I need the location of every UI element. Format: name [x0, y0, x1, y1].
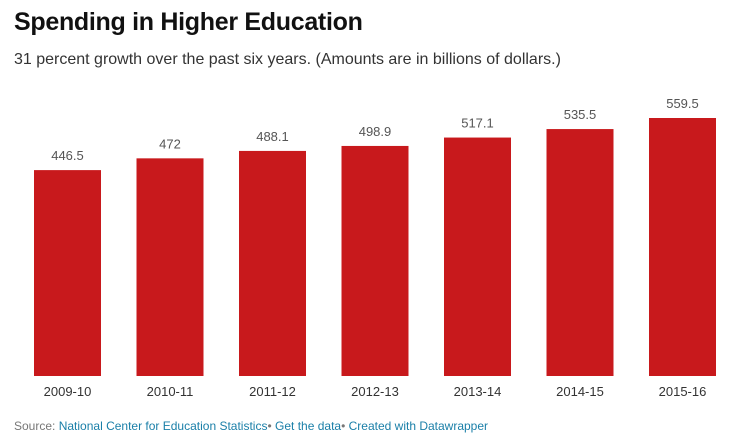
chart-title: Spending in Higher Education: [14, 8, 363, 36]
value-label: 559.5: [666, 96, 699, 111]
footer-separator: •: [267, 419, 272, 433]
x-tick-label: 2011-12: [249, 384, 296, 399]
x-tick-label: 2009-10: [44, 384, 92, 399]
value-label: 488.1: [256, 129, 289, 144]
bar-2015-16: [649, 118, 716, 376]
value-label: 535.5: [564, 107, 597, 122]
bar-2009-10: [34, 170, 101, 376]
datawrapper-link[interactable]: Created with Datawrapper: [348, 419, 489, 433]
source-link[interactable]: National Center for Education Statistics: [58, 419, 268, 433]
chart-footer: Source: National Center for Education St…: [14, 419, 488, 433]
bar-2012-13: [341, 145, 409, 376]
value-label: 498.9: [359, 124, 392, 139]
get-data-link[interactable]: Get the data: [275, 419, 342, 433]
bar-2011-12: [239, 150, 306, 376]
bar-2010-11: [136, 158, 204, 376]
bar-chart: 446.5 2009-10 472 2010-11 488.1 2011-12 498.9 2…: [34, 96, 716, 399]
bar-2013-14: [444, 137, 511, 376]
source-label: Source:: [14, 419, 59, 433]
bar-2014-15: [546, 129, 614, 376]
value-label: 472: [159, 136, 181, 151]
x-tick-label: 2010-11: [147, 384, 194, 399]
x-tick-label: 2013-14: [454, 384, 502, 399]
value-label: 446.5: [51, 148, 84, 163]
chart-subtitle: 31 percent growth over the past six year…: [14, 51, 561, 68]
footer-separator: •: [341, 419, 346, 433]
x-tick-label: 2012-13: [351, 384, 399, 399]
x-tick-label: 2014-15: [556, 384, 604, 399]
value-label: 517.1: [461, 116, 494, 131]
x-tick-label: 2015-16: [659, 384, 707, 399]
